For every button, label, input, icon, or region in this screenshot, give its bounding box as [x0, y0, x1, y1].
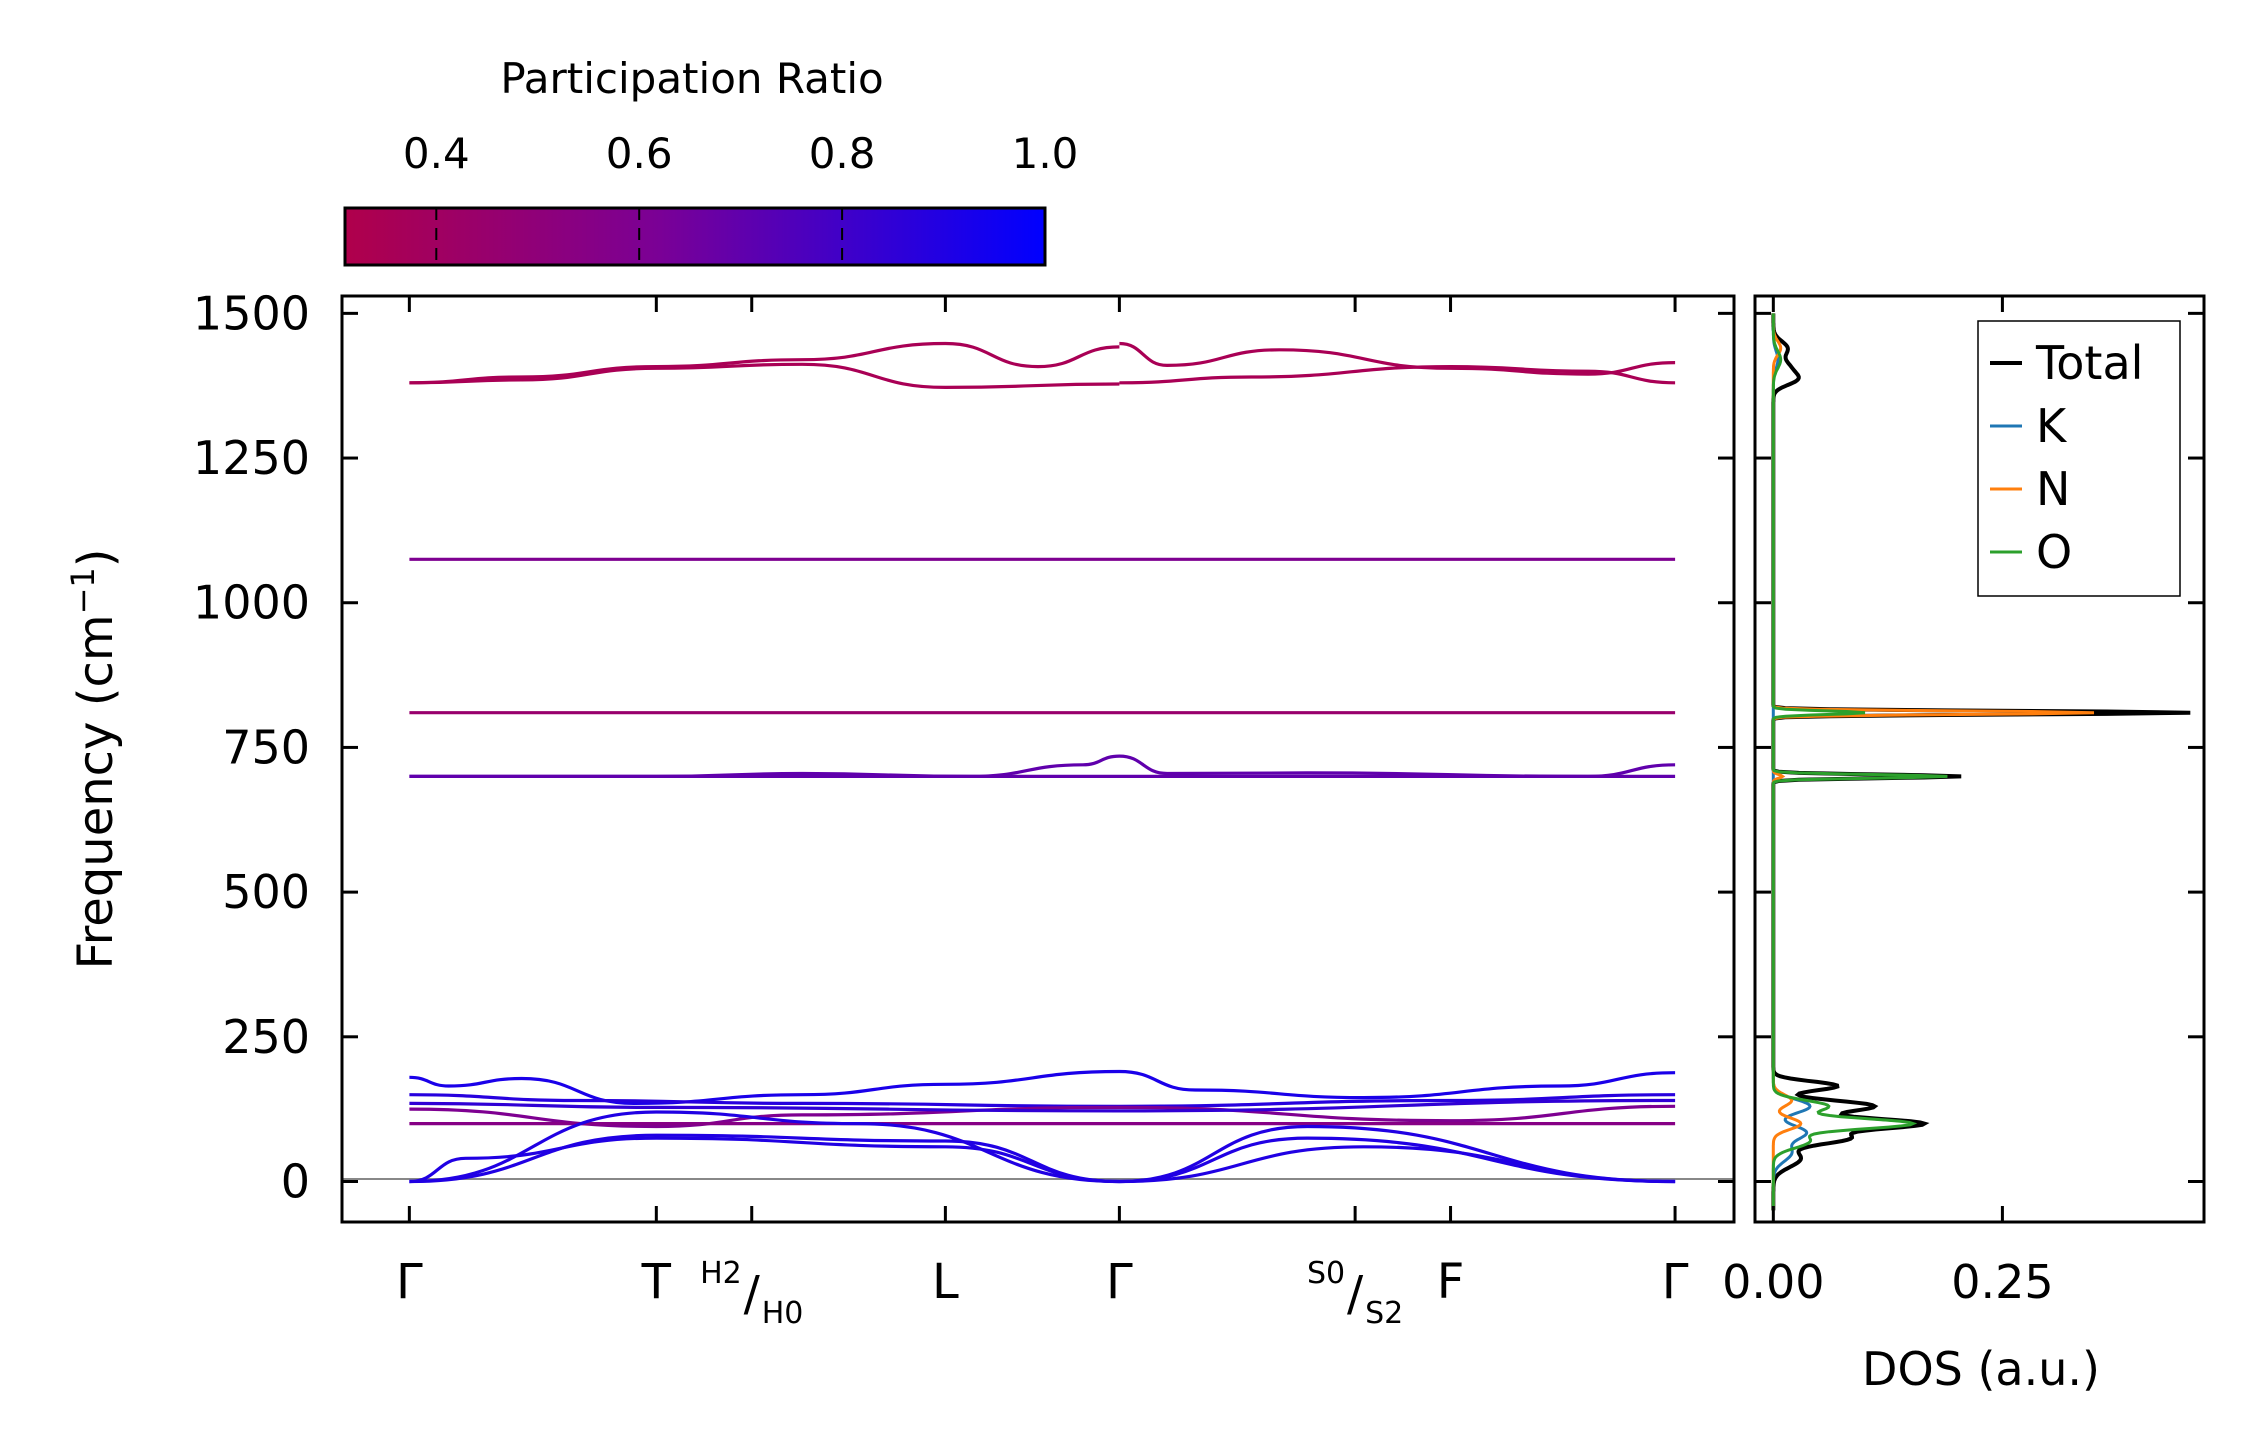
legend-label: O — [2036, 525, 2072, 579]
dos-x-axis-label: DOS (a.u.) — [1862, 1342, 2100, 1396]
colorbar-tick-label: 0.8 — [809, 129, 876, 178]
dos-series-o — [1771, 313, 1948, 1211]
legend-label: K — [2036, 399, 2068, 453]
dos-x-tick-label: 0.00 — [1722, 1255, 1824, 1309]
y-axis-label: Frequency (cm−1) — [64, 548, 124, 969]
kpoint-label-slash: / — [1347, 1266, 1364, 1322]
kpoint-label: L — [932, 1254, 959, 1310]
dos-panel-frame — [1753, 294, 2206, 1224]
y-tick-label: 1250 — [193, 431, 310, 485]
phonon-band — [409, 1133, 1676, 1184]
colorbar-tick-label: 0.6 — [606, 129, 673, 178]
colorbar-tick-label: 0.4 — [403, 129, 470, 178]
phonon-band — [409, 1136, 1676, 1184]
kpoint-label: Γ — [1662, 1254, 1689, 1310]
dos-x-tick-label: 0.25 — [1951, 1255, 2053, 1309]
kpoint-label-bottom: H0 — [762, 1296, 804, 1331]
phonon-band — [409, 1093, 1676, 1108]
y-tick-label: 1000 — [193, 576, 310, 630]
phonon-band — [1119, 364, 1676, 385]
colorbar-gradient — [343, 206, 1047, 267]
kpoint-label-slash: / — [744, 1266, 761, 1322]
kpoint-label-composite: H2/H0 — [700, 1256, 803, 1331]
phonon-band — [409, 1098, 1676, 1113]
phonon-band — [409, 1110, 1676, 1184]
kpoint-label: Γ — [396, 1254, 423, 1310]
phonon-band — [409, 754, 1676, 779]
y-tick-label: 500 — [222, 865, 310, 919]
kpoint-label: F — [1437, 1254, 1465, 1310]
kpoint-label-top: H2 — [700, 1256, 742, 1291]
colorbar-tick-label: 1.0 — [1012, 129, 1079, 178]
kpoint-label-composite: S0/S2 — [1307, 1256, 1403, 1331]
y-tick-label: 0 — [281, 1154, 310, 1208]
dos-legend: Total KNO — [1977, 320, 2181, 597]
legend-label: Total — [2035, 336, 2143, 390]
y-tick-label: 250 — [222, 1010, 310, 1064]
phonon-band — [409, 341, 1120, 385]
colorbar-title: Participation Ratio — [500, 54, 883, 103]
kpoint-label: Γ — [1106, 1254, 1133, 1310]
colorbar-ticks: 0.4 0.6 0.8 1.0 — [403, 129, 1078, 265]
phonon-bands — [409, 341, 1676, 1184]
phonon-band — [409, 1069, 1676, 1106]
kpoint-label-top: S0 — [1307, 1256, 1345, 1291]
band-panel-frame — [340, 294, 1736, 1224]
phonon-band — [1119, 341, 1676, 376]
y-tick-label: 1500 — [193, 286, 310, 340]
dos-axes: 0.00 0.25 — [1722, 296, 2204, 1309]
y-tick-label: 750 — [222, 720, 310, 774]
legend-label: N — [2036, 462, 2070, 516]
dos-panel: 0.00 0.25 DOS (a.u.) Total KNO — [1722, 294, 2206, 1396]
legend-frame — [1977, 320, 2181, 597]
phonon-band — [409, 362, 1120, 390]
colorbar: Participation Ratio 0.4 0.6 0.8 1.0 — [343, 54, 1078, 267]
kpoint-label: T — [641, 1254, 672, 1310]
kpoint-label-bottom: S2 — [1365, 1296, 1403, 1331]
dos-lines — [1771, 313, 2191, 1211]
